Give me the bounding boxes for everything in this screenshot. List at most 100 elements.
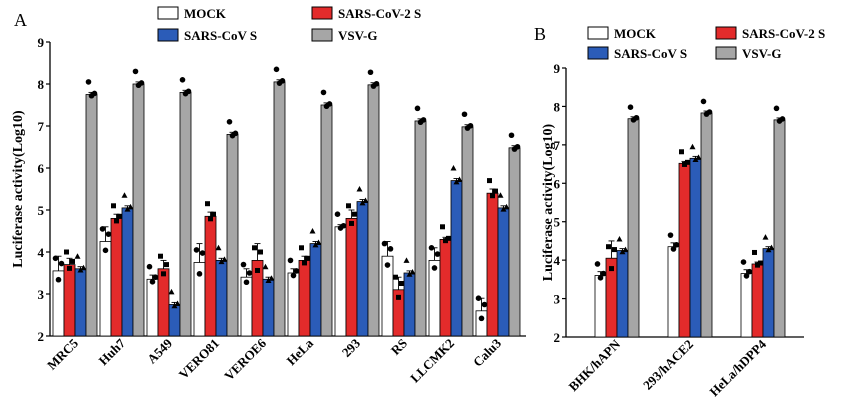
data-point	[670, 246, 677, 252]
bar-sars-cov-2-s	[110, 217, 123, 337]
x-category-label: RS	[388, 336, 410, 358]
data-point	[779, 116, 786, 122]
legend-label: SARS-CoV S	[614, 46, 687, 61]
data-point	[456, 176, 463, 183]
bar-sars-cov-s	[74, 268, 87, 337]
x-category-label: LLCMK2	[407, 336, 457, 386]
data-point	[356, 186, 363, 192]
legend-label: SARS-CoV S	[184, 28, 257, 43]
bar-vsv-g	[273, 81, 286, 337]
data-point	[265, 277, 272, 284]
data-point	[475, 295, 482, 302]
data-point	[461, 111, 468, 118]
bar-sars-cov-2-s	[157, 268, 170, 337]
legend-swatch	[311, 28, 333, 42]
data-point	[64, 249, 69, 255]
data-point	[673, 241, 680, 248]
bar-sars-cov-2-s	[439, 238, 452, 337]
data-point	[667, 232, 674, 238]
data-point	[309, 228, 316, 234]
x-category-label: A549	[144, 335, 175, 366]
bar-vsv-g	[132, 83, 145, 337]
data-point	[77, 267, 84, 273]
data-point	[102, 247, 109, 254]
data-point	[758, 260, 763, 266]
data-point	[152, 274, 159, 281]
data-point	[252, 245, 257, 251]
data-point	[406, 271, 413, 277]
data-point	[290, 272, 297, 279]
data-point	[609, 266, 614, 272]
x-category-label: VERO81	[176, 336, 222, 382]
bar-vsv-g	[700, 112, 713, 338]
data-point	[695, 154, 702, 160]
y-tick-label: 2	[38, 329, 45, 344]
data-point	[74, 253, 81, 259]
bar-sars-cov-s	[403, 272, 416, 337]
y-tick-label: 3	[38, 287, 45, 302]
data-point	[255, 267, 260, 273]
data-point	[446, 235, 451, 241]
data-point	[262, 263, 269, 270]
data-point	[55, 276, 62, 283]
bar-sars-cov-2-s	[678, 162, 691, 338]
data-point	[514, 143, 521, 150]
data-point	[594, 261, 601, 267]
data-point	[685, 159, 690, 165]
data-point	[208, 216, 213, 222]
data-point	[493, 188, 498, 194]
data-point	[420, 117, 427, 123]
data-point	[258, 249, 263, 255]
legend-label: MOCK	[614, 26, 657, 41]
panel-a-letter: A	[14, 10, 27, 30]
data-point	[196, 271, 203, 277]
x-category-label: VEROE6	[221, 335, 269, 383]
data-point	[312, 241, 319, 248]
data-point	[428, 245, 435, 251]
data-point	[326, 101, 333, 107]
data-point	[373, 80, 380, 87]
data-point	[619, 248, 626, 255]
data-point	[597, 275, 604, 281]
data-point	[80, 264, 87, 271]
data-point	[403, 257, 410, 263]
bar-sars-cov-s	[168, 304, 181, 337]
bar-sars-cov-s	[121, 207, 134, 337]
data-point	[146, 263, 153, 270]
data-point	[352, 211, 357, 217]
data-point	[431, 265, 438, 271]
data-point	[268, 275, 275, 281]
data-point	[743, 273, 750, 279]
panel-a-chart: 2 3 4 5 6 7 8 9 Luciferase activity(Log10) MRC5 Hu…	[11, 6, 526, 385]
bar-vsv-g	[367, 84, 380, 337]
data-point	[393, 274, 398, 280]
data-point	[755, 262, 760, 268]
data-point	[381, 240, 388, 247]
bar-mock	[475, 310, 488, 337]
data-point	[682, 161, 687, 167]
legend-label: SARS-CoV-2 S	[338, 6, 421, 21]
data-point	[174, 300, 181, 306]
bar-vsv-g	[226, 133, 239, 337]
bar-mock	[594, 275, 607, 338]
data-point	[117, 213, 122, 219]
data-point	[67, 265, 72, 271]
x-category-label: MRC5	[44, 335, 82, 373]
data-point	[453, 178, 460, 185]
y-axis-label: Luciferase activity(Log10)	[11, 110, 26, 268]
bar-vsv-g	[85, 94, 98, 337]
bar-sars-cov-2-s	[751, 263, 764, 338]
data-point	[478, 315, 485, 322]
panel-b-letter: B	[534, 24, 546, 44]
data-point	[490, 193, 495, 199]
data-point	[127, 203, 134, 210]
data-point	[443, 238, 448, 244]
data-point	[765, 246, 772, 253]
x-category-label: Huh7	[96, 335, 129, 368]
data-point	[359, 199, 366, 206]
data-point	[105, 231, 112, 237]
data-point	[497, 192, 504, 198]
data-point	[467, 122, 474, 129]
legend-swatch	[157, 6, 179, 20]
data-point	[302, 260, 307, 266]
